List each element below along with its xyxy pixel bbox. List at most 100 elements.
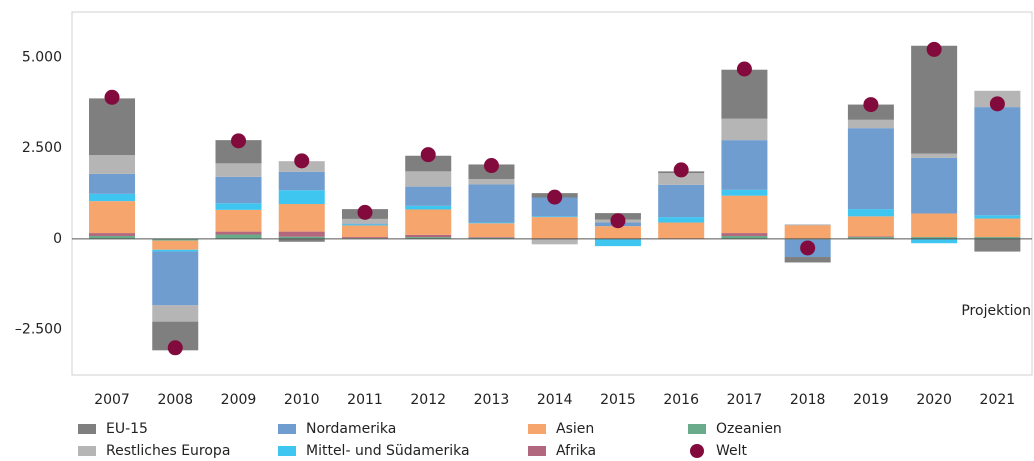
legend-swatch — [78, 446, 96, 456]
dot — [800, 240, 816, 256]
dot — [357, 204, 373, 220]
bar-segment — [405, 155, 452, 172]
bar-segment — [974, 237, 1021, 239]
dot — [673, 162, 689, 178]
legend-label: Asien — [556, 421, 594, 437]
bar-segment — [405, 209, 452, 235]
x-tick-label: 2016 — [663, 392, 699, 408]
bar-segment — [341, 225, 388, 238]
bar-segment — [278, 236, 325, 239]
dot — [926, 41, 942, 57]
bar-segment — [152, 251, 199, 306]
x-tick-label: 2017 — [727, 392, 763, 408]
bar-segment — [215, 234, 262, 239]
bar-segment — [847, 104, 894, 120]
bar-segment — [911, 238, 958, 244]
bar-segment — [911, 237, 958, 239]
bar-segment — [405, 171, 452, 187]
x-tick-label: 2012 — [410, 392, 446, 408]
bar-segment — [531, 238, 578, 245]
bar-segment — [152, 305, 199, 322]
bar-segment — [658, 217, 705, 223]
bar-segment — [278, 204, 325, 232]
dot — [420, 147, 436, 163]
bar-segment — [341, 223, 388, 225]
bar-segment — [721, 235, 768, 239]
bar-segment — [468, 223, 515, 238]
bar-segment — [89, 98, 136, 156]
x-tick-label: 2013 — [474, 392, 510, 408]
bar-segment — [974, 218, 1021, 238]
x-tick-label: 2009 — [221, 392, 257, 408]
bar-segment — [215, 163, 262, 177]
x-tick-label: 2014 — [537, 392, 573, 408]
bar-segment — [152, 238, 199, 241]
x-tick-label: 2018 — [790, 392, 826, 408]
bar-segment — [721, 195, 768, 234]
legend-label: Mittel- und Südamerika — [306, 443, 470, 459]
x-tick-label: 2021 — [980, 392, 1016, 408]
y-tick-label: 2.500 — [22, 140, 62, 156]
bar-segment — [847, 237, 894, 239]
bar-segment — [721, 69, 768, 119]
bar-segment — [594, 226, 641, 239]
bar-segment — [215, 176, 262, 204]
legend-swatch — [690, 444, 704, 458]
bar-segment — [911, 153, 958, 158]
bar-segment — [341, 218, 388, 224]
bar-segment — [531, 217, 578, 239]
bar-segment — [531, 216, 578, 218]
bar-segment — [784, 257, 831, 263]
bar-segment — [152, 249, 199, 252]
bar-segment — [721, 118, 768, 141]
legend-swatch — [278, 446, 296, 456]
legend-label: Ozeanien — [716, 421, 782, 437]
dot — [483, 158, 499, 174]
x-tick-label: 2011 — [347, 392, 383, 408]
bar-segment — [468, 237, 515, 238]
bar-segment — [468, 184, 515, 223]
x-tick-label: 2008 — [157, 392, 193, 408]
bar-segment — [911, 45, 958, 154]
legend-swatch — [688, 424, 706, 434]
bar-segment — [847, 216, 894, 237]
x-tick-label: 2015 — [600, 392, 636, 408]
dot — [736, 61, 752, 77]
legend-swatch — [528, 446, 546, 456]
bar-segment — [974, 215, 1021, 219]
legend-swatch — [78, 424, 96, 434]
bar-segment — [721, 140, 768, 190]
bar-segment — [658, 222, 705, 239]
bar-segment — [784, 225, 831, 239]
bar-segment — [468, 178, 515, 185]
bar-segment — [89, 173, 136, 194]
bar-segment — [658, 184, 705, 218]
bar-segment — [911, 157, 958, 214]
legend-label: Welt — [716, 443, 748, 459]
legend-swatch — [528, 424, 546, 434]
bar-segment — [847, 119, 894, 129]
bar-segment — [721, 233, 768, 236]
bar-segment — [278, 190, 325, 205]
dot — [863, 97, 879, 113]
bar-segment — [215, 203, 262, 210]
bar-segment — [847, 128, 894, 210]
bar-segment — [468, 222, 515, 224]
bar-segment — [152, 240, 199, 250]
bar-segment — [405, 205, 452, 210]
bar-segment — [89, 233, 136, 236]
bar-segment — [278, 231, 325, 237]
bar-segment — [974, 238, 1021, 252]
dot — [104, 89, 120, 105]
legend-swatch — [278, 424, 296, 434]
bar-segment — [658, 173, 705, 185]
bar-segment — [89, 201, 136, 234]
bar-segment — [89, 155, 136, 174]
bar-segment — [784, 224, 831, 226]
bar-segment — [405, 237, 452, 239]
bar-segment — [278, 171, 325, 191]
legend-label: Afrika — [556, 443, 596, 459]
bar-segment — [847, 209, 894, 217]
bar-segment — [89, 235, 136, 239]
bar-segment — [468, 237, 515, 239]
